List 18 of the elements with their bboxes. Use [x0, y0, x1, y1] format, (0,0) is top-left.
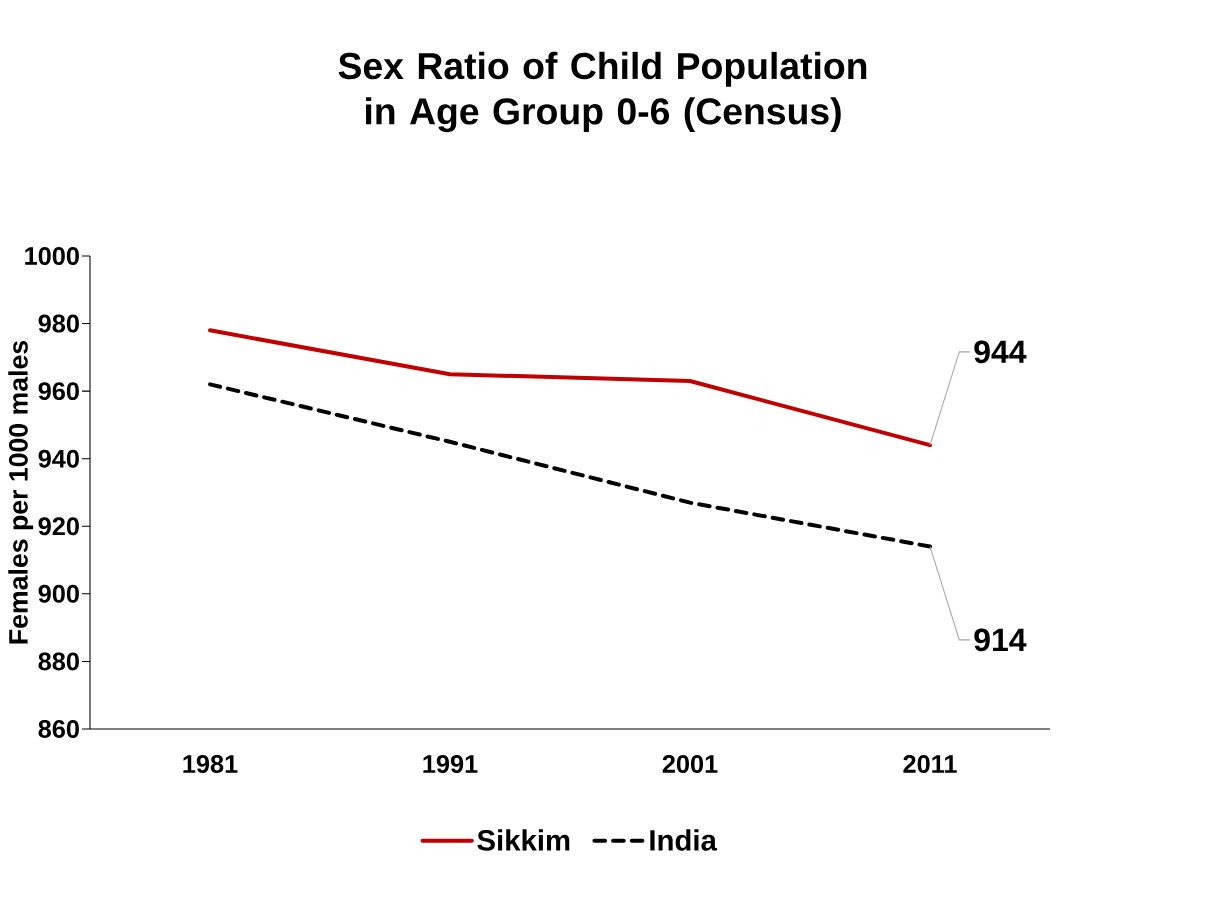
legend-label: Sikkim — [477, 829, 570, 851]
x-tick-label: 1981 — [183, 755, 238, 773]
y-tick-label: 900 — [38, 584, 79, 603]
x-tick-label: 2011 — [903, 755, 957, 773]
y-tick-label: 860 — [38, 720, 79, 738]
y-tick-label: 940 — [38, 449, 79, 468]
y-axis-title: Females per 1000 males — [8, 340, 34, 644]
x-tick-label: 2001 — [662, 755, 718, 773]
annotation: 914 — [974, 628, 1027, 652]
y-tick-label: 960 — [38, 382, 79, 401]
annotation: 944 — [974, 340, 1027, 364]
y-tick-label: 920 — [38, 517, 79, 536]
y-tick-label: 1000 — [25, 247, 79, 265]
chart-title: Sex Ratio of Child Population in Age Group 0-6 (Census) — [338, 51, 867, 133]
y-tick-label: 880 — [38, 652, 79, 671]
y-tick-label: 980 — [38, 314, 79, 333]
x-tick-label: 1991 — [423, 755, 478, 773]
legend-label: India — [650, 829, 718, 851]
